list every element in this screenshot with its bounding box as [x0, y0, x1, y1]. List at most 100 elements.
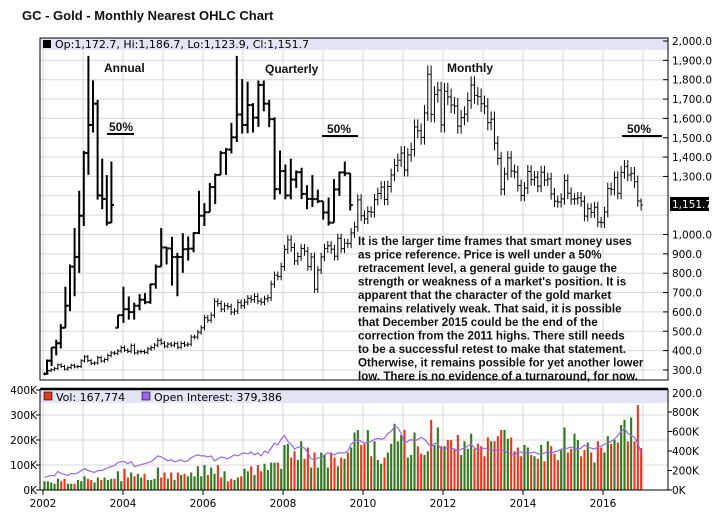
quarterly-bar — [180, 233, 186, 273]
monthly-bar — [179, 341, 183, 350]
monthly-bar — [482, 95, 487, 115]
monthly-bar — [502, 167, 507, 196]
volume-bar — [630, 417, 633, 490]
quarterly-bar — [239, 79, 245, 134]
volume-bar — [223, 471, 226, 490]
volume-bar — [533, 456, 536, 490]
annotation-line: strength or weakness of a market's posit… — [358, 276, 626, 289]
volume-bar — [543, 461, 546, 490]
volume-bar — [386, 452, 389, 490]
volume-axis-label: 100K — [10, 460, 38, 472]
volume-bar — [403, 430, 406, 490]
volume-bar — [483, 456, 486, 490]
monthly-bar — [566, 174, 570, 200]
monthly-bar — [399, 146, 403, 167]
monthly-bar — [506, 151, 510, 181]
volume-bar — [300, 441, 303, 490]
quarterly-bar — [153, 264, 159, 289]
monthly-bar — [212, 298, 217, 319]
price-panel: Op:1,172.7, Hi:1,186.7, Lo:1,123.9, Cl:1… — [39, 36, 712, 400]
volume-bar — [130, 472, 133, 490]
volume-bar — [230, 478, 233, 490]
volume-bar — [206, 475, 209, 490]
monthly-bar — [462, 106, 467, 126]
monthly-bar — [186, 342, 190, 348]
monthly-bar — [389, 168, 393, 193]
oi-axis-label: 200K — [672, 466, 700, 478]
monthly-bar — [292, 242, 297, 265]
volume-bar — [590, 452, 593, 490]
quarterly-bar — [250, 103, 256, 133]
monthly-bar — [136, 349, 140, 355]
volume-bar — [250, 466, 253, 490]
monthly-bar — [109, 351, 113, 358]
monthly-bar — [522, 182, 527, 202]
monthly-bar — [116, 349, 120, 356]
monthly-bar — [576, 191, 580, 205]
volume-bar — [93, 482, 96, 490]
volume-bar — [603, 452, 606, 490]
monthly-bar — [472, 76, 477, 104]
volume-bar — [293, 451, 296, 490]
volume-bar — [210, 467, 213, 490]
volume-bar — [366, 430, 369, 490]
volume-bar — [466, 448, 469, 490]
price-axis-label: 1,000.0 — [672, 230, 712, 242]
monthly-bar — [426, 65, 430, 121]
quarterly-bar — [331, 178, 337, 224]
volume-bar — [116, 471, 119, 490]
quarterly-bar — [201, 203, 207, 226]
monthly-bar — [259, 297, 263, 306]
oi-axis-label: 800K — [672, 407, 700, 419]
volume-bar — [530, 455, 533, 490]
monthly-bar — [52, 366, 57, 372]
volume-bar — [73, 483, 76, 490]
monthly-bar — [159, 338, 163, 346]
monthly-bar — [542, 165, 547, 187]
volume-bar — [520, 456, 523, 490]
volume-bar — [446, 440, 449, 490]
volume-bar — [323, 455, 326, 490]
volume-bar — [220, 477, 223, 490]
monthly-bar — [466, 92, 470, 122]
volume-bar — [426, 451, 429, 490]
monthly-bar — [416, 119, 420, 139]
monthly-bar — [199, 325, 203, 335]
quarterly-bar — [174, 252, 180, 297]
price-legend: Op:1,172.7, Hi:1,186.7, Lo:1,123.9, Cl:1… — [55, 38, 309, 51]
volume-bar — [76, 480, 79, 490]
volume-bar — [253, 475, 256, 490]
monthly-bar — [616, 171, 620, 200]
monthly-bar — [92, 361, 97, 365]
label-monthly: Monthly — [447, 61, 493, 75]
monthly-bar — [312, 252, 317, 293]
quarterly-bar — [120, 286, 126, 323]
monthly-bar — [372, 193, 377, 218]
volume-bar — [376, 460, 379, 490]
quarterly-bar — [288, 158, 294, 200]
price-axis-label: 300.0 — [672, 365, 702, 377]
monthly-bar — [252, 293, 257, 303]
quarterly-bar — [336, 171, 342, 196]
volume-bar — [106, 480, 109, 490]
monthly-bar — [182, 341, 187, 348]
volume-bar — [326, 467, 329, 490]
monthly-bar — [56, 363, 60, 370]
monthly-bar — [49, 368, 53, 373]
monthly-bar — [572, 193, 577, 205]
monthly-bar — [142, 349, 147, 355]
volume-axis-label: 200K — [10, 435, 38, 447]
monthly-bar — [582, 195, 587, 222]
monthly-bar — [279, 262, 283, 281]
volume-bar — [486, 437, 489, 490]
volume-bar — [273, 462, 276, 490]
quarterly-bar — [228, 122, 234, 154]
monthly-bar — [359, 194, 363, 222]
quarterly-bar — [266, 99, 272, 128]
monthly-bar — [172, 341, 177, 348]
monthly-bar — [406, 148, 410, 177]
monthly-bar — [639, 198, 643, 211]
monthly-bar — [599, 216, 603, 228]
monthly-bar — [139, 349, 143, 354]
quarterly-bar — [115, 314, 121, 329]
